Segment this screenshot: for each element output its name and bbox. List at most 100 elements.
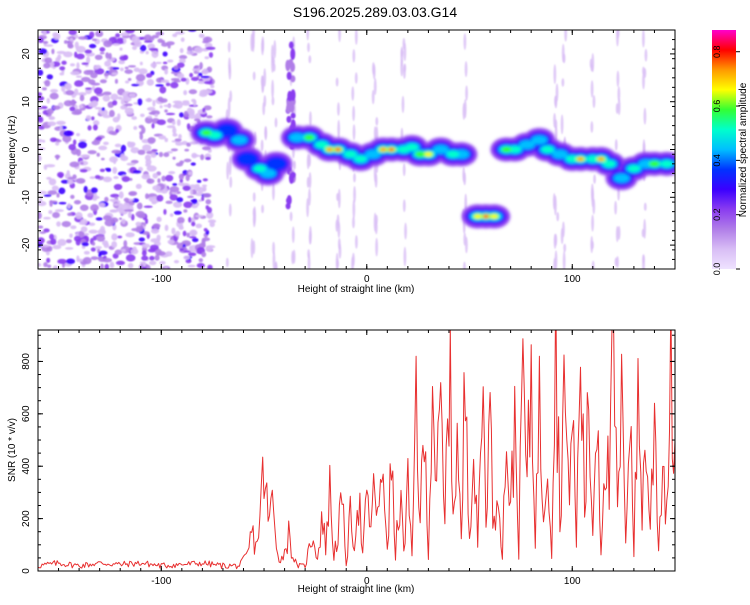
spectrogram-speckle (115, 260, 126, 266)
ridge-blob (415, 151, 426, 158)
spectrogram-speckle (183, 209, 188, 213)
spectrogram-streak (464, 61, 468, 78)
spectrogram-speckle (38, 116, 44, 123)
spectrogram-speckle (38, 237, 45, 244)
ridge-blob (501, 146, 512, 153)
spectrogram-speckle (207, 219, 217, 224)
spectrogram-speckle (55, 154, 59, 161)
spectrogram-speckle (178, 54, 188, 60)
spectrogram-speckle (138, 82, 144, 85)
spectrogram-speckle (91, 140, 101, 146)
spectrogram-speckle (165, 174, 174, 182)
spectrogram-streak (271, 44, 274, 63)
spectrogram-speckle (51, 48, 55, 55)
spectrogram-speckle (52, 244, 62, 250)
spectrogram-speckle (54, 209, 64, 213)
spectrogram-speckle (61, 220, 71, 228)
spectrogram-streak (562, 250, 566, 269)
spectrogram-speckle (151, 123, 155, 129)
spectrogram-speckle (121, 176, 131, 182)
spectrogram-speckle (159, 105, 163, 109)
snr-x-tick-label: -100 (151, 576, 171, 587)
ridge-blob (260, 168, 277, 178)
spectrogram-speckle (191, 198, 198, 205)
spectrogram-streak (337, 119, 341, 139)
spectrogram-streak (335, 252, 339, 269)
spectrogram-speckle (209, 221, 215, 228)
spectrogram-speckle (200, 154, 205, 161)
spectrogram-speckle (94, 54, 103, 61)
spectrogram-streak (353, 186, 356, 203)
spectrogram-speckle (172, 156, 176, 160)
spectrogram-speckle (183, 158, 192, 163)
spectrogram-streak (227, 41, 231, 53)
spectrogram-speckle (161, 175, 166, 182)
spectrogram-speckle (94, 174, 101, 180)
spectrogram-speckle (99, 51, 105, 55)
spectrogram-streak (227, 97, 231, 118)
spectrogram-speckle (172, 133, 178, 137)
spectrogram-speckle (188, 171, 193, 176)
spectrogram-speckle (56, 120, 66, 126)
spectrogram-speckle (102, 176, 112, 183)
spectrogram-speckle (38, 48, 48, 55)
spectrogram-speckle (117, 113, 121, 121)
spectrogram-speckle (147, 137, 156, 144)
spectrogram-streak (374, 173, 378, 188)
spectrogram-speckle (83, 185, 88, 193)
spectrogram-streak (286, 71, 292, 81)
spectrogram-speckle (192, 68, 197, 72)
spectrogram-speckle (38, 92, 43, 96)
spectrogram-speckle (112, 166, 118, 174)
spectrogram-speckle (114, 78, 119, 84)
spectrogram-speckle (198, 199, 203, 202)
snr-ticks: -100 0 100 0 200 400 600 800 (21, 330, 676, 587)
spectrogram-speckle (98, 202, 106, 208)
colorbar-tick-label: 0.4 (712, 154, 722, 167)
spectrogram-speckle (152, 185, 162, 191)
spectrogram-speckle (145, 264, 151, 269)
spectrogram-speckle (103, 40, 113, 48)
spectrogram-speckle (75, 212, 83, 220)
spectrogram-speckle (151, 34, 160, 39)
spectrogram-speckle (199, 62, 203, 70)
spectrogram-streak (337, 102, 340, 116)
spectrogram-speckle (88, 43, 97, 49)
spectrogram-speckle (173, 210, 182, 215)
spectrogram-speckle (128, 191, 137, 196)
spectrogram-streak (306, 176, 310, 188)
spectrogram-speckle (198, 72, 203, 77)
spectrogram-streak (591, 240, 594, 250)
spectrogram-speckle (165, 200, 173, 204)
spectrogram-speckle (205, 46, 216, 51)
spectrogram-speckle (125, 232, 135, 238)
spectrogram-speckle (90, 204, 99, 212)
spectrogram-speckle (81, 62, 89, 65)
spectrogram-speckle (38, 111, 41, 116)
spectrogram-speckle (66, 258, 76, 265)
spectrogram-streak (553, 64, 557, 85)
spectrogram-streak (643, 218, 647, 239)
spectrogram-streak (561, 43, 565, 63)
spectrogram-streak (252, 71, 256, 81)
ridge-blob (315, 141, 328, 149)
spectrogram-streak (290, 62, 296, 73)
spectrogram-speckle (168, 171, 176, 175)
ridge-blob (253, 165, 266, 173)
spectrogram-speckle (164, 224, 169, 232)
spectrogram-speckle (197, 80, 206, 85)
ridge-blob (586, 155, 599, 163)
spectrogram-speckle (103, 141, 109, 146)
spectrogram-streak (614, 139, 618, 151)
spectrogram-streak (286, 115, 292, 123)
spectrogram-speckle (131, 227, 140, 232)
spectrogram-streak (289, 103, 295, 112)
spectrogram-speckle (117, 235, 123, 239)
spectrogram-speckle (181, 101, 191, 106)
spectrogram-speckle (98, 145, 108, 151)
spectrogram-streak (375, 237, 379, 257)
spectrogram-speckle (138, 68, 148, 75)
spectrogram-speckle (46, 74, 54, 80)
